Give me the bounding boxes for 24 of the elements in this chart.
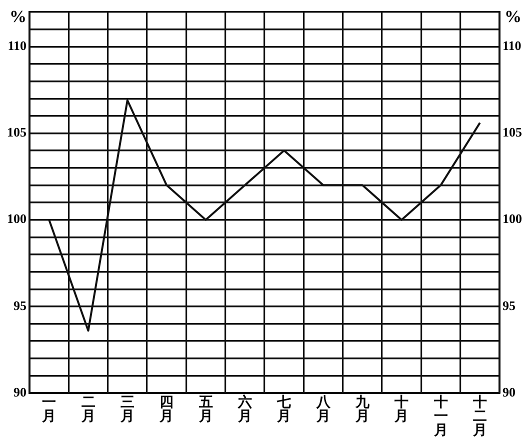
x-tick-label: 八月 bbox=[315, 394, 332, 425]
y-tick-label: 90 bbox=[14, 384, 26, 400]
y2-tick-label: 100 bbox=[502, 211, 522, 226]
x-tick-label: 十月 bbox=[394, 394, 409, 425]
y-axis-title: % bbox=[10, 6, 26, 26]
x-tick-label: 十二月 bbox=[472, 394, 487, 439]
x-tick-label: 六月 bbox=[236, 394, 252, 425]
y-tick-label: 105 bbox=[7, 124, 27, 140]
x-tick-label: 二月 bbox=[80, 396, 96, 425]
y2-tick-label: 90 bbox=[502, 384, 516, 400]
y2-axis-title: % bbox=[504, 6, 522, 26]
x-tick-label: 三月 bbox=[119, 396, 134, 425]
y-tick-label: 110 bbox=[8, 38, 26, 53]
y-tick-label: 95 bbox=[14, 298, 27, 313]
x-tick-label: 十一月 bbox=[432, 394, 448, 439]
y2-tick-label: 110 bbox=[502, 38, 522, 53]
x-tick-label: 一月 bbox=[41, 396, 56, 425]
y-tick-label: 100 bbox=[7, 211, 26, 226]
x-tick-label: 七月 bbox=[276, 394, 292, 425]
x-tick-label: 五月 bbox=[198, 396, 213, 425]
x-tick-label: 四月 bbox=[158, 396, 174, 425]
x-tick-label: 九月 bbox=[354, 394, 370, 425]
y2-tick-label: 105 bbox=[502, 124, 522, 140]
y2-tick-label: 95 bbox=[502, 298, 516, 313]
